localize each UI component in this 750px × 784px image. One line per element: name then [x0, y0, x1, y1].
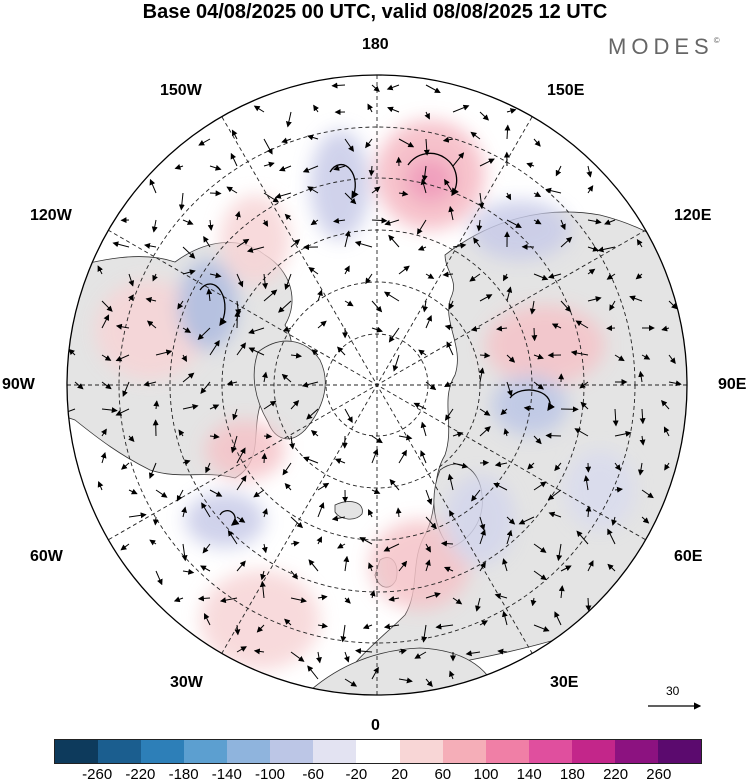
colorbar-swatch: [615, 740, 658, 763]
negative-anomaly: [185, 492, 265, 548]
colorbar-swatch: [443, 740, 486, 763]
negative-anomaly: [178, 260, 238, 350]
positive-anomaly-core: [406, 158, 454, 202]
positive-anomaly: [485, 305, 605, 385]
colorbar-tick-label: -220: [125, 766, 155, 783]
colorbar: [54, 739, 702, 764]
lon-label-60w: 60W: [30, 548, 63, 566]
colorbar-tick-label: 220: [603, 766, 628, 783]
lon-label-0: 0: [371, 717, 380, 735]
colorbar-tick-label: 180: [560, 766, 585, 783]
colorbar-tick-label: -100: [255, 766, 285, 783]
colorbar-swatch: [356, 740, 399, 763]
colorbar-tick-label: 60: [434, 766, 451, 783]
colorbar-swatch: [313, 740, 356, 763]
colorbar-swatch: [270, 740, 313, 763]
wind-vector: [534, 328, 535, 340]
lon-label-120w: 120W: [30, 207, 72, 225]
colorbar-tick-label: 100: [473, 766, 498, 783]
colorbar-swatch: [98, 740, 141, 763]
positive-anomaly: [200, 570, 320, 670]
negative-anomaly: [310, 130, 370, 240]
wind-vector: [264, 454, 265, 463]
negative-anomaly: [492, 375, 568, 435]
colorbar-tick-label: -60: [302, 766, 324, 783]
colorbar-tick-label: 20: [391, 766, 408, 783]
colorbar-tick-label: -140: [212, 766, 242, 783]
wind-vector: [588, 598, 589, 610]
colorbar-tick-label: -180: [169, 766, 199, 783]
colorbar-tick-label: -260: [82, 766, 112, 783]
colorbar-swatch: [658, 740, 701, 763]
negative-anomaly: [565, 450, 635, 530]
wind-vector: [264, 436, 271, 437]
lon-label-150w: 150W: [160, 82, 202, 100]
lon-label-180: 180: [362, 36, 389, 54]
wind-reference-value: 30: [666, 684, 679, 698]
colorbar-tick-label: 140: [517, 766, 542, 783]
colorbar-swatch: [227, 740, 270, 763]
lon-label-150e: 150E: [547, 82, 584, 100]
wind-vector: [155, 517, 156, 525]
lon-label-30e: 30E: [550, 674, 578, 692]
lon-label-120e: 120E: [674, 207, 711, 225]
colorbar-swatch: [55, 740, 98, 763]
iceland-island: [335, 502, 362, 520]
colorbar-swatch: [400, 740, 443, 763]
wind-vector: [442, 543, 453, 544]
lon-label-90w: 90W: [2, 376, 35, 394]
colorbar-tick-label: -20: [346, 766, 368, 783]
colorbar-swatch: [184, 740, 227, 763]
colorbar-swatch: [486, 740, 529, 763]
negative-anomaly: [470, 200, 570, 260]
lon-label-30w: 30W: [170, 674, 203, 692]
lon-label-90e: 90E: [718, 376, 746, 394]
colorbar-swatch: [572, 740, 615, 763]
lon-label-60e: 60E: [674, 548, 702, 566]
positive-anomaly: [205, 420, 285, 480]
colorbar-swatch: [529, 740, 572, 763]
wind-vector: [210, 193, 221, 194]
wind-vector: [546, 436, 561, 437]
colorbar-tick-label: 260: [646, 766, 671, 783]
colorbar-swatch: [141, 740, 184, 763]
positive-anomaly: [220, 195, 290, 285]
colorbar-tick-labels: -260 -220 -180 -140 -100 -60 -20 20 60 100 140 180 2…: [0, 766, 750, 784]
